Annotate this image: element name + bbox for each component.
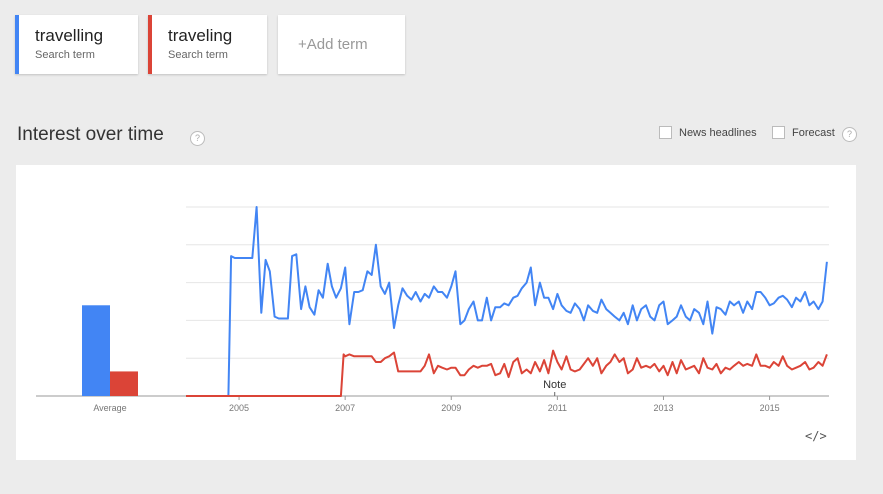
average-bar-traveling [110, 371, 138, 396]
x-tick-label: 2013 [653, 403, 673, 413]
add-term-button[interactable]: +Add term [278, 15, 405, 74]
annotation-note: Note [543, 379, 566, 391]
section-title: Interest over time [17, 124, 164, 145]
x-tick-label: 2015 [760, 403, 780, 413]
search-term-name: traveling [168, 26, 233, 45]
interest-over-time-chart: Average 2005 2007 2009 2011 2013 2015 Note </> [16, 165, 856, 460]
news-headlines-checkbox[interactable] [659, 126, 672, 139]
news-headlines-toggle[interactable]: News headlines [659, 126, 757, 139]
search-term-subtitle: Search term [35, 49, 95, 61]
news-headlines-label: News headlines [679, 126, 757, 139]
forecast-checkbox[interactable] [772, 126, 785, 139]
embed-code-icon[interactable]: </> [805, 429, 827, 443]
search-term-name: travelling [35, 26, 104, 45]
series-line-traveling [186, 349, 828, 397]
search-term-subtitle: Search term [168, 49, 228, 61]
search-term-card-travelling[interactable]: travelling Search term [15, 15, 138, 74]
series-color-bar [15, 15, 19, 74]
forecast-help-icon[interactable]: ? [842, 127, 857, 142]
x-tick-label: 2011 [548, 403, 567, 413]
average-bar-travelling [82, 305, 110, 396]
x-tick-label: 2009 [441, 403, 461, 413]
average-label: Average [93, 403, 126, 413]
search-term-card-traveling[interactable]: traveling Search term [148, 15, 267, 74]
x-tick-label: 2007 [335, 403, 355, 413]
add-term-label: +Add term [298, 36, 368, 53]
help-icon[interactable]: ? [190, 131, 205, 146]
series-line-travelling [186, 206, 828, 397]
forecast-toggle[interactable]: Forecast [772, 126, 835, 139]
x-tick-label: 2005 [229, 403, 249, 413]
chart-svg: Average 2005 2007 2009 2011 2013 2015 Note [36, 206, 829, 413]
series-color-bar [148, 15, 152, 74]
forecast-label: Forecast [792, 126, 835, 139]
